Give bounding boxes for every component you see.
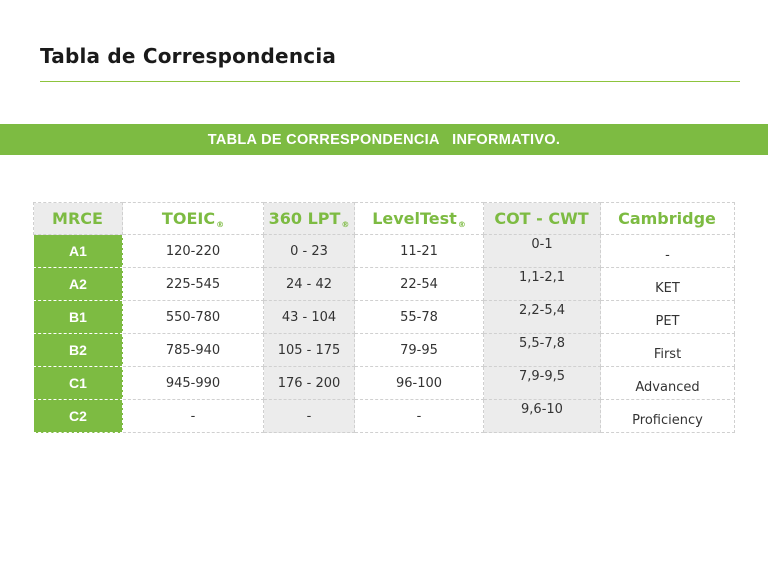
table-row: B2 785-940 105 - 175 79-95 5,5-7,8 First	[33, 333, 735, 367]
page-title: Tabla de Correspondencia	[40, 44, 337, 68]
cambridge-cell: First	[600, 333, 735, 367]
cot-cell: 0-1	[483, 234, 601, 268]
leveltest-cell: 22-54	[354, 267, 484, 301]
toeic-cell: -	[122, 399, 264, 433]
leveltest-cell: 11-21	[354, 234, 484, 268]
toeic-cell: 120-220	[122, 234, 264, 268]
lpt-cell: 176 - 200	[263, 366, 355, 400]
level-cell: B2	[33, 333, 123, 367]
cot-cell: 1,1-2,1	[483, 267, 601, 301]
lpt-cell: 0 - 23	[263, 234, 355, 268]
table-row: C1 945-990 176 - 200 96-100 7,9-9,5 Adva…	[33, 366, 735, 400]
correspondence-table: MRCE TOEIC® 360 LPT® LevelTest® COT - CW…	[33, 202, 735, 433]
toeic-cell: 945-990	[122, 366, 264, 400]
table-header-row: MRCE TOEIC® 360 LPT® LevelTest® COT - CW…	[33, 202, 735, 235]
table-row: B1 550-780 43 - 104 55-78 2,2-5,4 PET	[33, 300, 735, 334]
header-toeic: TOEIC®	[122, 202, 264, 235]
cambridge-cell: -	[600, 234, 735, 268]
lpt-cell: -	[263, 399, 355, 433]
header-leveltest: LevelTest®	[354, 202, 484, 235]
cot-cell: 2,2-5,4	[483, 300, 601, 334]
toeic-cell: 550-780	[122, 300, 264, 334]
banner: TABLA DE CORRESPONDENCIA INFORMATIVO.	[0, 124, 768, 155]
cot-cell: 5,5-7,8	[483, 333, 601, 367]
toeic-cell: 225-545	[122, 267, 264, 301]
cambridge-cell: PET	[600, 300, 735, 334]
header-360-lpt: 360 LPT®	[263, 202, 355, 235]
level-cell: A1	[33, 234, 123, 268]
level-cell: C1	[33, 366, 123, 400]
leveltest-cell: 96-100	[354, 366, 484, 400]
cambridge-cell: Advanced	[600, 366, 735, 400]
lpt-cell: 24 - 42	[263, 267, 355, 301]
banner-text: TABLA DE CORRESPONDENCIA INFORMATIVO.	[207, 131, 561, 148]
table-row: C2 - - - 9,6-10 Proficiency	[33, 399, 735, 433]
title-divider	[40, 81, 740, 82]
header-mrce: MRCE	[33, 202, 123, 235]
lpt-cell: 43 - 104	[263, 300, 355, 334]
table-row: A1 120-220 0 - 23 11-21 0-1 -	[33, 234, 735, 268]
level-cell: A2	[33, 267, 123, 301]
level-cell: C2	[33, 399, 123, 433]
cot-cell: 7,9-9,5	[483, 366, 601, 400]
leveltest-cell: -	[354, 399, 484, 433]
table-row: A2 225-545 24 - 42 22-54 1,1-2,1 KET	[33, 267, 735, 301]
header-cot-cwt: COT - CWT	[483, 202, 601, 235]
leveltest-cell: 79-95	[354, 333, 484, 367]
cambridge-cell: Proficiency	[600, 399, 735, 433]
lpt-cell: 105 - 175	[263, 333, 355, 367]
cambridge-cell: KET	[600, 267, 735, 301]
header-cambridge: Cambridge	[600, 202, 735, 235]
leveltest-cell: 55-78	[354, 300, 484, 334]
toeic-cell: 785-940	[122, 333, 264, 367]
cot-cell: 9,6-10	[483, 399, 601, 433]
level-cell: B1	[33, 300, 123, 334]
